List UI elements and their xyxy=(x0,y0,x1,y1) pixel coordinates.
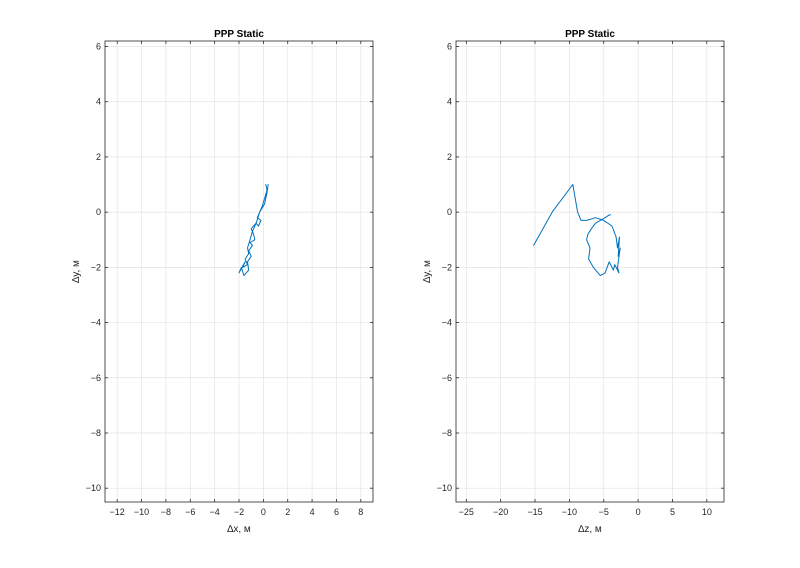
y-tick-label: 2 xyxy=(447,152,452,162)
x-tick-label: 5 xyxy=(670,507,675,517)
y-tick-label: 4 xyxy=(96,97,101,107)
x-tick-label: 10 xyxy=(702,507,712,517)
y-tick-label: −4 xyxy=(442,318,452,328)
x-tick-label: −8 xyxy=(161,507,171,517)
y-axis-label: ∆y, м xyxy=(422,260,433,283)
y-tick-label: −6 xyxy=(91,373,101,383)
axes-frame xyxy=(455,40,725,503)
y-tick-label: −10 xyxy=(86,483,101,493)
y-tick-label: 2 xyxy=(96,152,101,162)
y-axis-label: ∆y, м xyxy=(71,260,82,283)
x-tick-label: −4 xyxy=(210,507,220,517)
y-tick-label: 0 xyxy=(96,207,101,217)
y-tick-label: 6 xyxy=(447,42,452,52)
y-tick-label: −10 xyxy=(437,483,452,493)
y-tick-label: −8 xyxy=(442,428,452,438)
x-axis-label: ∆x, м xyxy=(227,524,251,535)
chart-title: PPP Static xyxy=(565,29,615,40)
y-tick-label: 6 xyxy=(96,42,101,52)
y-tick-label: −4 xyxy=(91,318,101,328)
x-axis-label: ∆z, м xyxy=(578,524,602,535)
x-tick-label: −12 xyxy=(110,507,125,517)
data-series-line xyxy=(238,184,269,277)
x-tick-label: −5 xyxy=(599,507,609,517)
y-tick-label: −2 xyxy=(442,262,452,272)
data-series-line xyxy=(533,184,621,277)
x-tick-label: −10 xyxy=(562,507,577,517)
y-tick-label: −6 xyxy=(442,373,452,383)
x-tick-label: −6 xyxy=(185,507,195,517)
chart-panel-1: −12 −10 −8 −6 −4 −2 0 2 4 6 8 −10 −8 −6 −4 −2 0 2 4 6 PPP St… xyxy=(71,29,374,535)
x-tick-label: −2 xyxy=(234,507,244,517)
x-tick-label: 0 xyxy=(261,507,266,517)
x-tick-label: −20 xyxy=(493,507,508,517)
x-tick-label: −15 xyxy=(527,507,542,517)
x-tick-label: 2 xyxy=(285,507,290,517)
x-tick-label: 6 xyxy=(334,507,339,517)
axes-frame xyxy=(104,40,374,503)
x-tick-label: 4 xyxy=(310,507,315,517)
y-tick-label: 0 xyxy=(447,207,452,217)
y-tick-label: 4 xyxy=(447,97,452,107)
y-tick-label: −2 xyxy=(91,262,101,272)
chart-title: PPP Static xyxy=(214,29,264,40)
x-tick-label: −10 xyxy=(134,507,149,517)
x-tick-label: 0 xyxy=(636,507,641,517)
y-tick-label: −8 xyxy=(91,428,101,438)
x-tick-label: 8 xyxy=(358,507,363,517)
x-tick-label: −25 xyxy=(459,507,474,517)
